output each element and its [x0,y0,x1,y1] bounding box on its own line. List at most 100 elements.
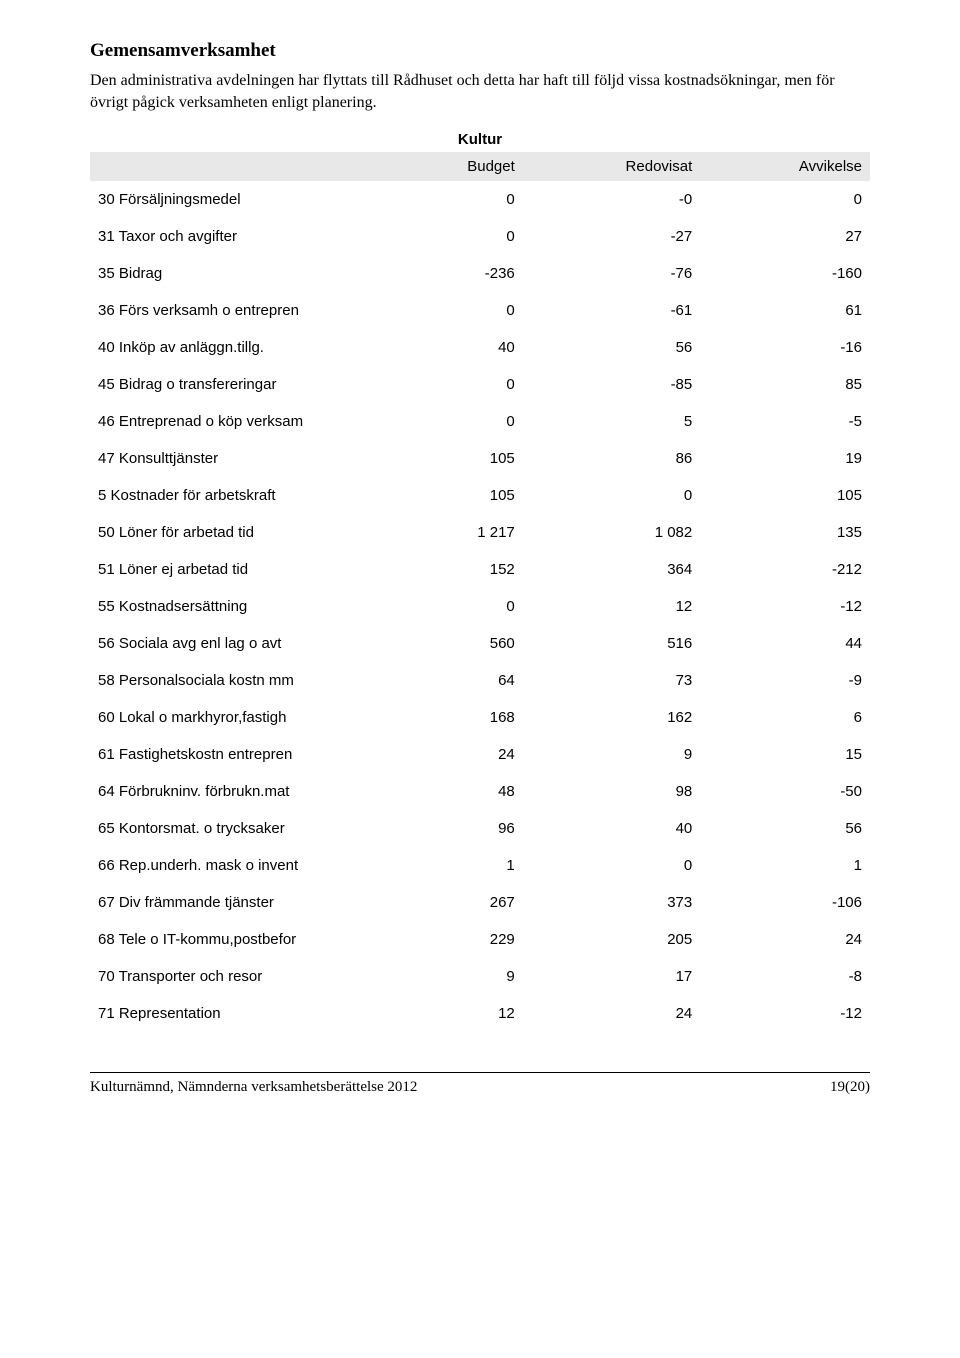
table-row: 64 Förbrukninv. förbrukn.mat4898-50 [90,773,870,810]
row-value: 40 [386,329,522,366]
row-value: 24 [700,921,870,958]
row-value: 0 [386,292,522,329]
row-value: 27 [700,218,870,255]
row-value: 105 [386,440,522,477]
row-value: 1 [386,847,522,884]
row-value: 0 [523,847,700,884]
table-row: 5 Kostnader för arbetskraft1050105 [90,477,870,514]
row-value: 44 [700,625,870,662]
table-row: 50 Löner för arbetad tid1 2171 082135 [90,514,870,551]
row-value: 61 [700,292,870,329]
row-label: 51 Löner ej arbetad tid [90,551,386,588]
row-label: 55 Kostnadsersättning [90,588,386,625]
row-label: 60 Lokal o markhyror,fastigh [90,699,386,736]
row-value: -16 [700,329,870,366]
table-row: 71 Representation1224-12 [90,995,870,1032]
row-value: 9 [523,736,700,773]
col-redovisat: Redovisat [523,152,700,181]
footer-left: Kulturnämnd, Nämnderna verksamhetsberätt… [90,1079,417,1096]
row-label: 67 Div främmande tjänster [90,884,386,921]
row-value: -61 [523,292,700,329]
row-label: 46 Entreprenad o köp verksam [90,403,386,440]
row-label: 40 Inköp av anläggn.tillg. [90,329,386,366]
row-value: -0 [523,181,700,218]
page-footer: Kulturnämnd, Nämnderna verksamhetsberätt… [90,1072,870,1096]
table-row: 36 Förs verksamh o entrepren0-6161 [90,292,870,329]
row-value: 85 [700,366,870,403]
row-value: -27 [523,218,700,255]
row-label: 47 Konsulttjänster [90,440,386,477]
row-value: -12 [700,995,870,1032]
row-value: 0 [700,181,870,218]
row-value: 135 [700,514,870,551]
row-value: -212 [700,551,870,588]
row-value: 12 [523,588,700,625]
row-value: 267 [386,884,522,921]
row-value: 0 [386,403,522,440]
row-value: 56 [700,810,870,847]
row-label: 64 Förbrukninv. förbrukn.mat [90,773,386,810]
col-label [90,152,386,181]
row-label: 45 Bidrag o transfereringar [90,366,386,403]
row-value: 40 [523,810,700,847]
row-value: -8 [700,958,870,995]
row-value: 12 [386,995,522,1032]
col-budget: Budget [386,152,522,181]
row-value: 152 [386,551,522,588]
row-label: 35 Bidrag [90,255,386,292]
row-value: 1 [700,847,870,884]
section-title: Gemensamverksamhet [90,40,870,62]
row-value: 64 [386,662,522,699]
row-value: 105 [386,477,522,514]
row-label: 31 Taxor och avgifter [90,218,386,255]
row-value: 373 [523,884,700,921]
table-row: 66 Rep.underh. mask o invent101 [90,847,870,884]
row-value: 1 082 [523,514,700,551]
row-value: 205 [523,921,700,958]
row-value: 48 [386,773,522,810]
row-value: -85 [523,366,700,403]
table-row: 31 Taxor och avgifter0-2727 [90,218,870,255]
table-row: 45 Bidrag o transfereringar0-8585 [90,366,870,403]
row-value: 0 [523,477,700,514]
table-header-row: Budget Redovisat Avvikelse [90,152,870,181]
row-value: -236 [386,255,522,292]
row-value: 229 [386,921,522,958]
data-table: Budget Redovisat Avvikelse 30 Försäljnin… [90,152,870,1032]
row-label: 50 Löner för arbetad tid [90,514,386,551]
row-value: -5 [700,403,870,440]
row-label: 65 Kontorsmat. o trycksaker [90,810,386,847]
row-value: 0 [386,181,522,218]
row-value: 73 [523,662,700,699]
row-value: 5 [523,403,700,440]
row-value: 24 [386,736,522,773]
row-value: 0 [386,366,522,403]
table-title: Kultur [90,131,870,148]
col-avvikelse: Avvikelse [700,152,870,181]
row-label: 61 Fastighetskostn entrepren [90,736,386,773]
table-row: 55 Kostnadsersättning012-12 [90,588,870,625]
table-row: 67 Div främmande tjänster267373-106 [90,884,870,921]
row-value: 9 [386,958,522,995]
body-text: Den administrativa avdelningen har flytt… [90,70,870,113]
table-row: 40 Inköp av anläggn.tillg.4056-16 [90,329,870,366]
row-value: 96 [386,810,522,847]
row-value: 0 [386,588,522,625]
table-row: 65 Kontorsmat. o trycksaker964056 [90,810,870,847]
table-row: 30 Försäljningsmedel0-00 [90,181,870,218]
row-value: -106 [700,884,870,921]
table-row: 70 Transporter och resor917-8 [90,958,870,995]
table-row: 56 Sociala avg enl lag o avt56051644 [90,625,870,662]
row-value: 560 [386,625,522,662]
table-row: 47 Konsulttjänster1058619 [90,440,870,477]
row-value: 1 217 [386,514,522,551]
table-row: 51 Löner ej arbetad tid152364-212 [90,551,870,588]
row-label: 71 Representation [90,995,386,1032]
row-value: 24 [523,995,700,1032]
row-value: 17 [523,958,700,995]
row-label: 30 Försäljningsmedel [90,181,386,218]
table-row: 46 Entreprenad o köp verksam05-5 [90,403,870,440]
table-row: 61 Fastighetskostn entrepren24915 [90,736,870,773]
row-value: 0 [386,218,522,255]
row-label: 70 Transporter och resor [90,958,386,995]
